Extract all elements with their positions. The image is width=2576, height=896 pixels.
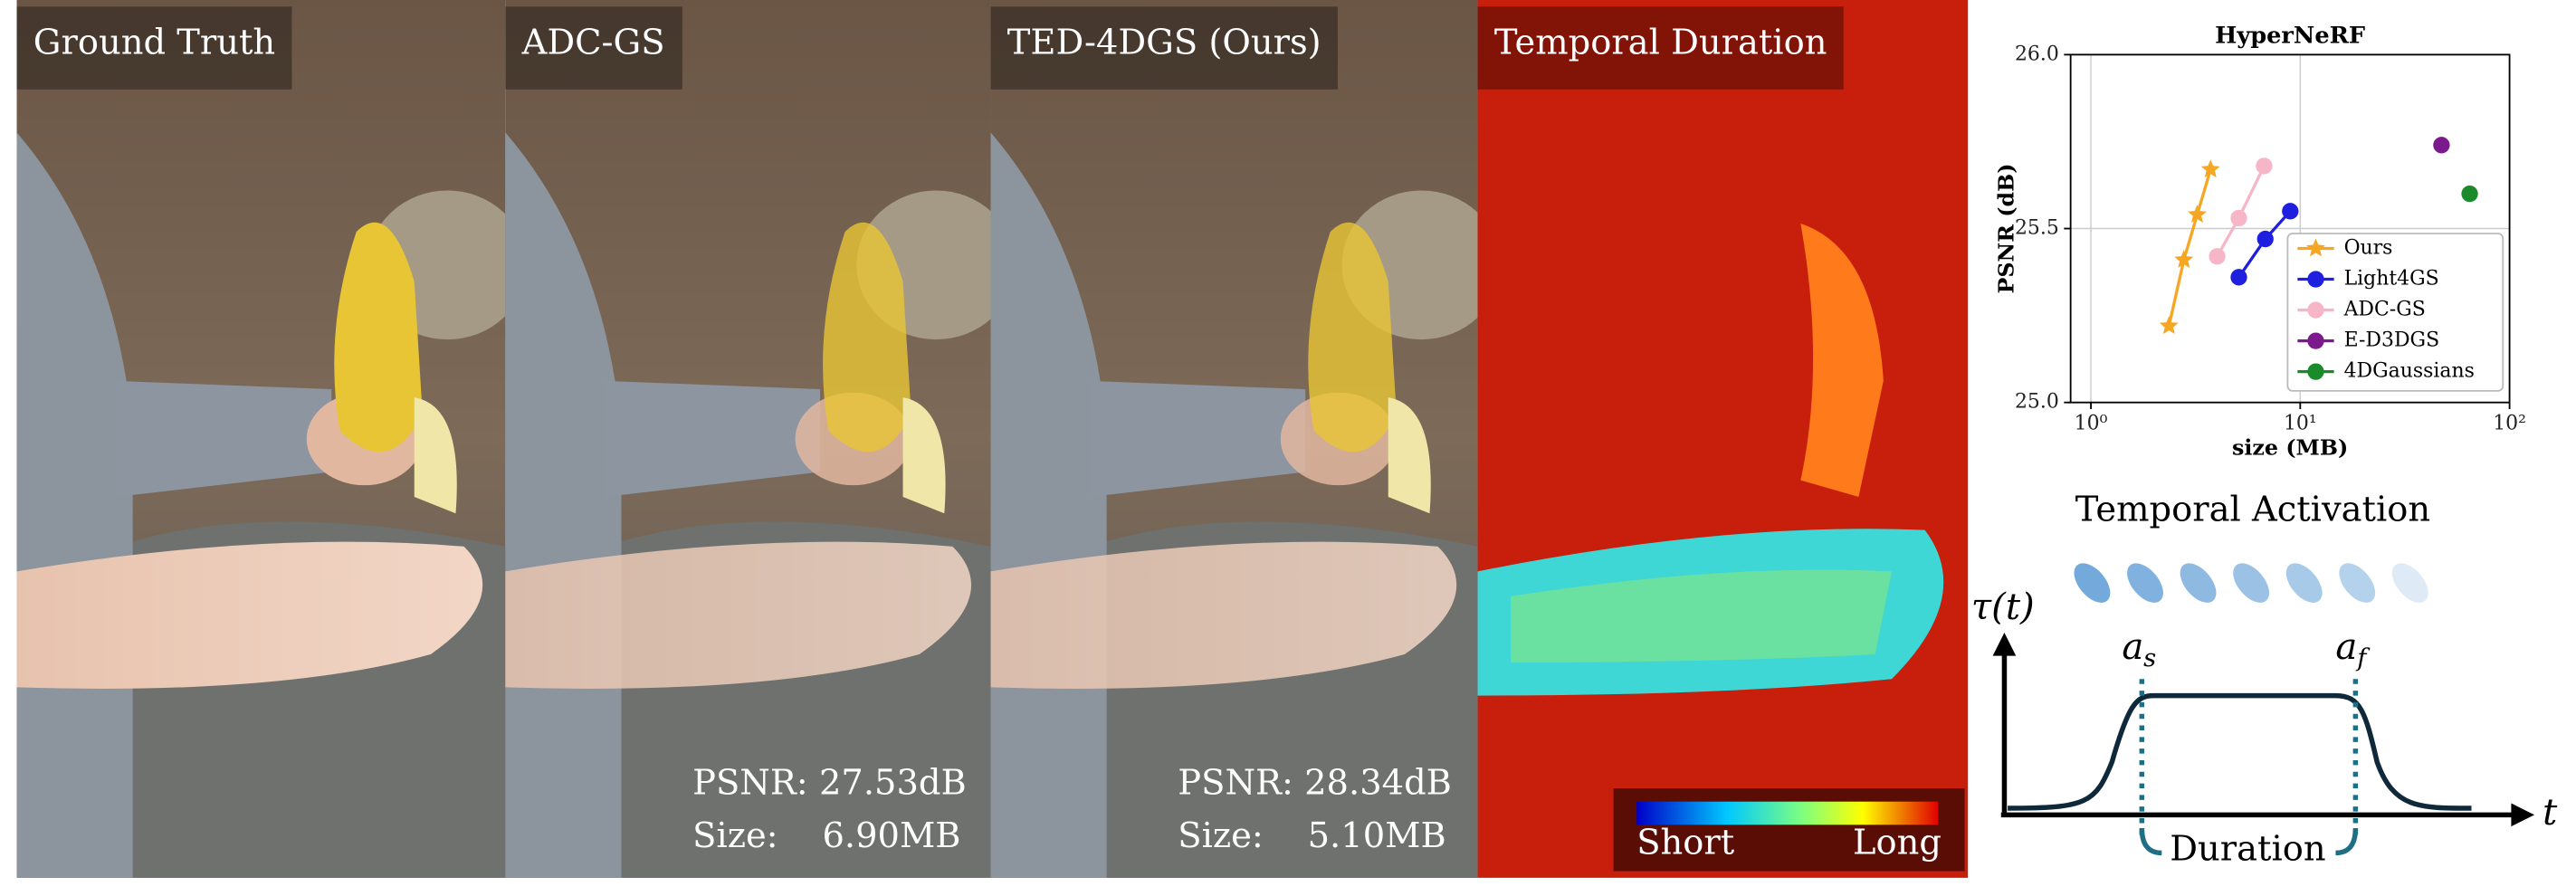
y-tick-label: 26.0 xyxy=(2015,43,2059,65)
sleeve xyxy=(1090,380,1306,497)
activation-subscript: s xyxy=(2143,644,2156,672)
colorbar xyxy=(1636,801,1939,825)
marker xyxy=(2200,159,2220,178)
banana-duration xyxy=(1800,224,1884,497)
activation-point: a xyxy=(2335,626,2357,668)
marker xyxy=(2230,209,2247,227)
colorbar-low: Short xyxy=(1636,822,1735,863)
activation-curve xyxy=(2008,692,2472,811)
chart-title: HyperNeRF xyxy=(2215,22,2365,49)
marker xyxy=(2209,248,2226,265)
y-axis-text: τ(t) xyxy=(1971,586,2035,628)
image-panel: ADC-GS PSNR: 27.53dB Size: 6.90MB xyxy=(505,0,1016,878)
activation-subscript: f xyxy=(2355,644,2371,672)
x-axis-label: size (MB) xyxy=(2232,434,2348,460)
forearm xyxy=(16,541,483,689)
size-value: Size: 5.10MB xyxy=(1178,815,1445,856)
image-panel: Short Long Temporal Duration xyxy=(1477,0,1969,878)
marker xyxy=(2282,203,2299,220)
image-panel: Ground Truth xyxy=(16,0,528,878)
legend-box xyxy=(2286,233,2504,392)
gaussian-icon xyxy=(2339,563,2376,603)
psnr-value: PSNR: 28.34dB xyxy=(1178,762,1452,803)
panel-label: Ground Truth xyxy=(33,22,275,62)
legend-label: Light4GS xyxy=(2344,268,2439,291)
y-tick-label: 25.5 xyxy=(2015,217,2059,240)
gaussian-icon xyxy=(2233,563,2270,603)
panel-label: ADC-GS xyxy=(521,22,665,62)
gaussian-icon xyxy=(2285,563,2323,603)
marker xyxy=(2256,230,2274,248)
legend-marker xyxy=(2307,332,2324,349)
peel xyxy=(1388,397,1431,514)
y-arrow xyxy=(1992,633,2017,656)
gaussian-icon xyxy=(2074,563,2111,603)
person xyxy=(990,132,1107,878)
marker xyxy=(2159,316,2179,335)
colorbar-high: Long xyxy=(1853,822,1942,863)
peel xyxy=(902,397,946,514)
activation-point: a xyxy=(2122,626,2143,668)
gaussian-icon xyxy=(2180,563,2217,603)
marker xyxy=(2174,250,2194,268)
diagram-title: Temporal Activation xyxy=(2075,489,2430,529)
forearm xyxy=(990,541,1457,689)
banana xyxy=(334,222,423,453)
legend-label: 4DGaussians xyxy=(2344,360,2475,383)
y-axis-label: PSNR (dB) xyxy=(1994,164,2019,294)
gaussian-icon xyxy=(2127,563,2163,603)
y-tick-label: 25.0 xyxy=(2015,391,2059,414)
x-arrow xyxy=(2511,803,2535,827)
x-tick-label: 10⁰ xyxy=(2075,412,2108,434)
duration-map xyxy=(1477,0,1969,878)
panel-label: Temporal Duration xyxy=(1494,22,1827,62)
image-panel: TED-4DGS (Ours) PSNR: 28.34dB Size: 5.10MB xyxy=(990,0,1502,878)
marker xyxy=(2188,205,2207,224)
panel-label: TED-4DGS (Ours) xyxy=(1007,22,1321,62)
psnr-value: PSNR: 27.53dB xyxy=(692,762,967,803)
person xyxy=(16,132,133,878)
marker xyxy=(2230,269,2247,286)
legend-marker xyxy=(2306,238,2325,257)
legend-label: Ours xyxy=(2344,236,2393,259)
banana xyxy=(823,222,911,453)
duration-bracket xyxy=(2139,827,2359,856)
forearm xyxy=(505,541,972,689)
chart: HyperNeRF 25.0 25.5 26.0 10⁰ 10¹ 10² size (MB) P… xyxy=(1994,22,2526,460)
label-background xyxy=(990,6,1338,90)
legend-label: E-D3DGS xyxy=(2344,329,2440,352)
x-tick-label: 10¹ xyxy=(2284,412,2317,434)
person xyxy=(505,132,622,878)
banana xyxy=(1308,222,1397,453)
sleeve xyxy=(116,380,332,497)
marker xyxy=(2433,137,2450,154)
sleeve xyxy=(605,380,821,497)
marker xyxy=(2461,185,2478,203)
x-axis-text: t xyxy=(2543,792,2558,834)
marker xyxy=(2256,157,2273,175)
label-background xyxy=(1477,6,1844,90)
peel xyxy=(414,397,457,514)
legend-marker xyxy=(2307,301,2324,319)
size-value: Size: 6.90MB xyxy=(692,815,960,856)
plot-frame xyxy=(2069,53,2511,404)
series-line xyxy=(2167,168,2212,327)
legend-marker xyxy=(2307,271,2324,288)
arm-core xyxy=(1511,569,1893,662)
duration-label: Duration xyxy=(2170,829,2325,870)
label-background xyxy=(16,6,292,90)
label-background xyxy=(505,6,682,90)
x-tick-label: 10² xyxy=(2493,412,2526,434)
gaussian-icon xyxy=(2391,563,2428,603)
legend-label: ADC-GS xyxy=(2343,299,2426,321)
legend-marker xyxy=(2307,363,2324,380)
